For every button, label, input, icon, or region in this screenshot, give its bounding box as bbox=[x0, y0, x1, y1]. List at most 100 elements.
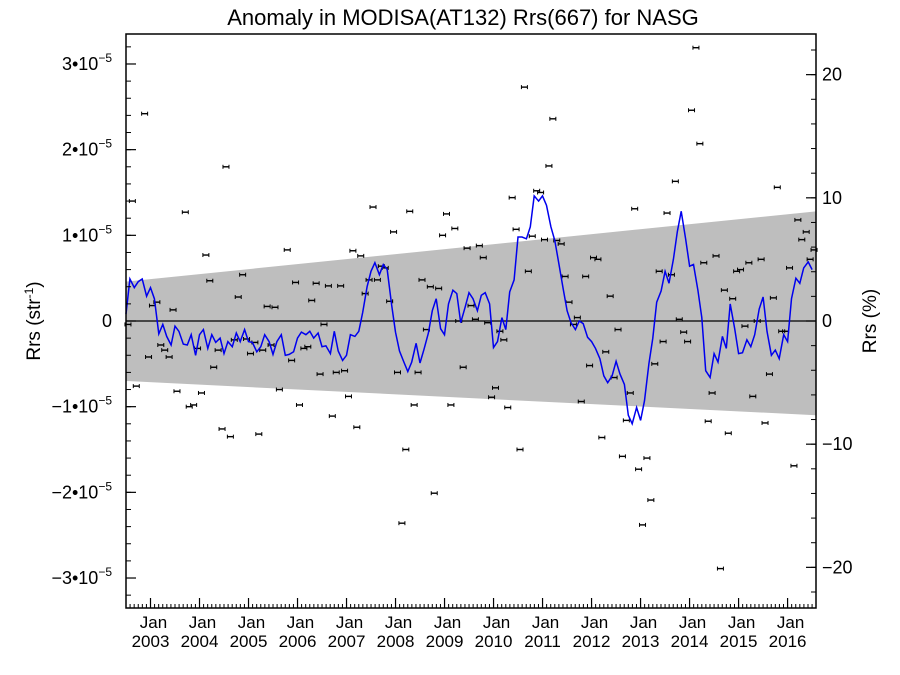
data-point bbox=[614, 327, 622, 332]
chart-title: Anomaly in MODISA(AT132) Rrs(667) for NA… bbox=[227, 5, 699, 30]
data-point bbox=[222, 164, 230, 169]
data-point bbox=[132, 384, 140, 389]
right-tick-label: 0 bbox=[822, 311, 832, 331]
data-point bbox=[353, 425, 361, 430]
x-tick-year: 2011 bbox=[524, 632, 561, 651]
data-point bbox=[500, 337, 508, 342]
data-point bbox=[688, 108, 696, 113]
x-tick-year: 2007 bbox=[328, 632, 366, 651]
data-point bbox=[639, 522, 647, 527]
data-point bbox=[741, 324, 749, 329]
left-tick-label-exp: −5 bbox=[98, 565, 112, 579]
data-point bbox=[737, 267, 745, 272]
data-point bbox=[157, 342, 165, 347]
data-point bbox=[324, 283, 332, 288]
left-tick-label: 1•10−5 bbox=[62, 222, 112, 245]
left-tick-label: −1•10−5 bbox=[51, 394, 112, 417]
data-point bbox=[357, 253, 365, 258]
data-point bbox=[210, 365, 218, 370]
data-point bbox=[708, 390, 716, 395]
data-point bbox=[369, 205, 377, 210]
data-point bbox=[320, 322, 328, 327]
data-point bbox=[304, 344, 312, 349]
x-tick-year: 2008 bbox=[377, 632, 415, 651]
data-point bbox=[218, 426, 226, 431]
data-point bbox=[488, 395, 496, 400]
data-point bbox=[749, 394, 757, 399]
data-point bbox=[283, 247, 291, 252]
left-tick-label-coef: −1•10 bbox=[51, 397, 98, 417]
data-point bbox=[246, 351, 254, 356]
x-tick-month: Jan bbox=[434, 613, 461, 632]
left-tick-label: 3•10−5 bbox=[62, 51, 112, 74]
x-tick-month: Jan bbox=[679, 613, 706, 632]
data-point bbox=[520, 85, 528, 90]
data-point bbox=[275, 387, 283, 392]
left-tick-label: 2•10−5 bbox=[62, 137, 112, 160]
data-point bbox=[786, 265, 794, 270]
data-point bbox=[516, 447, 524, 452]
data-point bbox=[712, 253, 720, 258]
data-point bbox=[720, 288, 728, 293]
right-tick-label: 20 bbox=[822, 65, 842, 85]
data-point bbox=[769, 295, 777, 300]
data-point bbox=[426, 284, 434, 289]
data-point bbox=[410, 402, 418, 407]
data-point bbox=[651, 361, 659, 366]
data-point bbox=[700, 260, 708, 265]
x-tick-month: Jan bbox=[140, 613, 167, 632]
data-point bbox=[292, 280, 300, 285]
left-tick-label-exp: −5 bbox=[98, 479, 112, 493]
data-point bbox=[344, 394, 352, 399]
data-point bbox=[798, 237, 806, 242]
x-tick-year: 2012 bbox=[573, 632, 611, 651]
data-point bbox=[202, 253, 210, 258]
data-point bbox=[471, 317, 479, 322]
data-point bbox=[418, 277, 426, 282]
left-y-axis: 3•10−52•10−51•10−50−1•10−5−2•10−5−3•10−5 bbox=[51, 46, 136, 596]
data-point bbox=[655, 269, 663, 274]
x-tick-month: Jan bbox=[336, 613, 363, 632]
data-point bbox=[716, 566, 724, 571]
data-point bbox=[435, 286, 443, 291]
data-point bbox=[312, 281, 320, 286]
data-point bbox=[398, 521, 406, 526]
data-point bbox=[226, 434, 234, 439]
right-tick-label: 10 bbox=[822, 188, 842, 208]
data-point bbox=[288, 358, 296, 363]
data-point bbox=[239, 272, 247, 277]
data-point bbox=[549, 116, 557, 121]
data-point bbox=[141, 111, 149, 116]
data-point bbox=[528, 234, 536, 239]
data-point bbox=[659, 339, 667, 344]
left-tick-label: −3•10−5 bbox=[51, 565, 112, 588]
x-axis: Jan2003Jan2004Jan2005Jan2006Jan2007Jan20… bbox=[129, 598, 813, 651]
data-point bbox=[745, 260, 753, 265]
data-point bbox=[582, 274, 590, 279]
data-point bbox=[561, 274, 569, 279]
data-point bbox=[475, 243, 483, 248]
data-point bbox=[197, 390, 205, 395]
left-tick-label-coef: 0 bbox=[102, 311, 112, 331]
data-point bbox=[643, 456, 651, 461]
data-point bbox=[263, 304, 271, 309]
data-point bbox=[206, 278, 214, 283]
x-tick-year: 2016 bbox=[769, 632, 807, 651]
data-point bbox=[442, 211, 450, 216]
data-point bbox=[692, 45, 700, 50]
plot-area bbox=[124, 45, 818, 571]
left-tick-label-exp: −5 bbox=[98, 137, 112, 151]
x-tick-month: Jan bbox=[189, 613, 216, 632]
data-point bbox=[704, 419, 712, 424]
data-point bbox=[577, 399, 585, 404]
data-point bbox=[618, 454, 626, 459]
data-point bbox=[671, 179, 679, 184]
data-point bbox=[390, 229, 398, 234]
data-point bbox=[606, 294, 614, 299]
data-point bbox=[332, 370, 340, 375]
data-point bbox=[806, 257, 814, 262]
grey-band bbox=[126, 211, 816, 416]
data-point bbox=[430, 491, 438, 496]
left-tick-label: −2•10−5 bbox=[51, 479, 112, 502]
